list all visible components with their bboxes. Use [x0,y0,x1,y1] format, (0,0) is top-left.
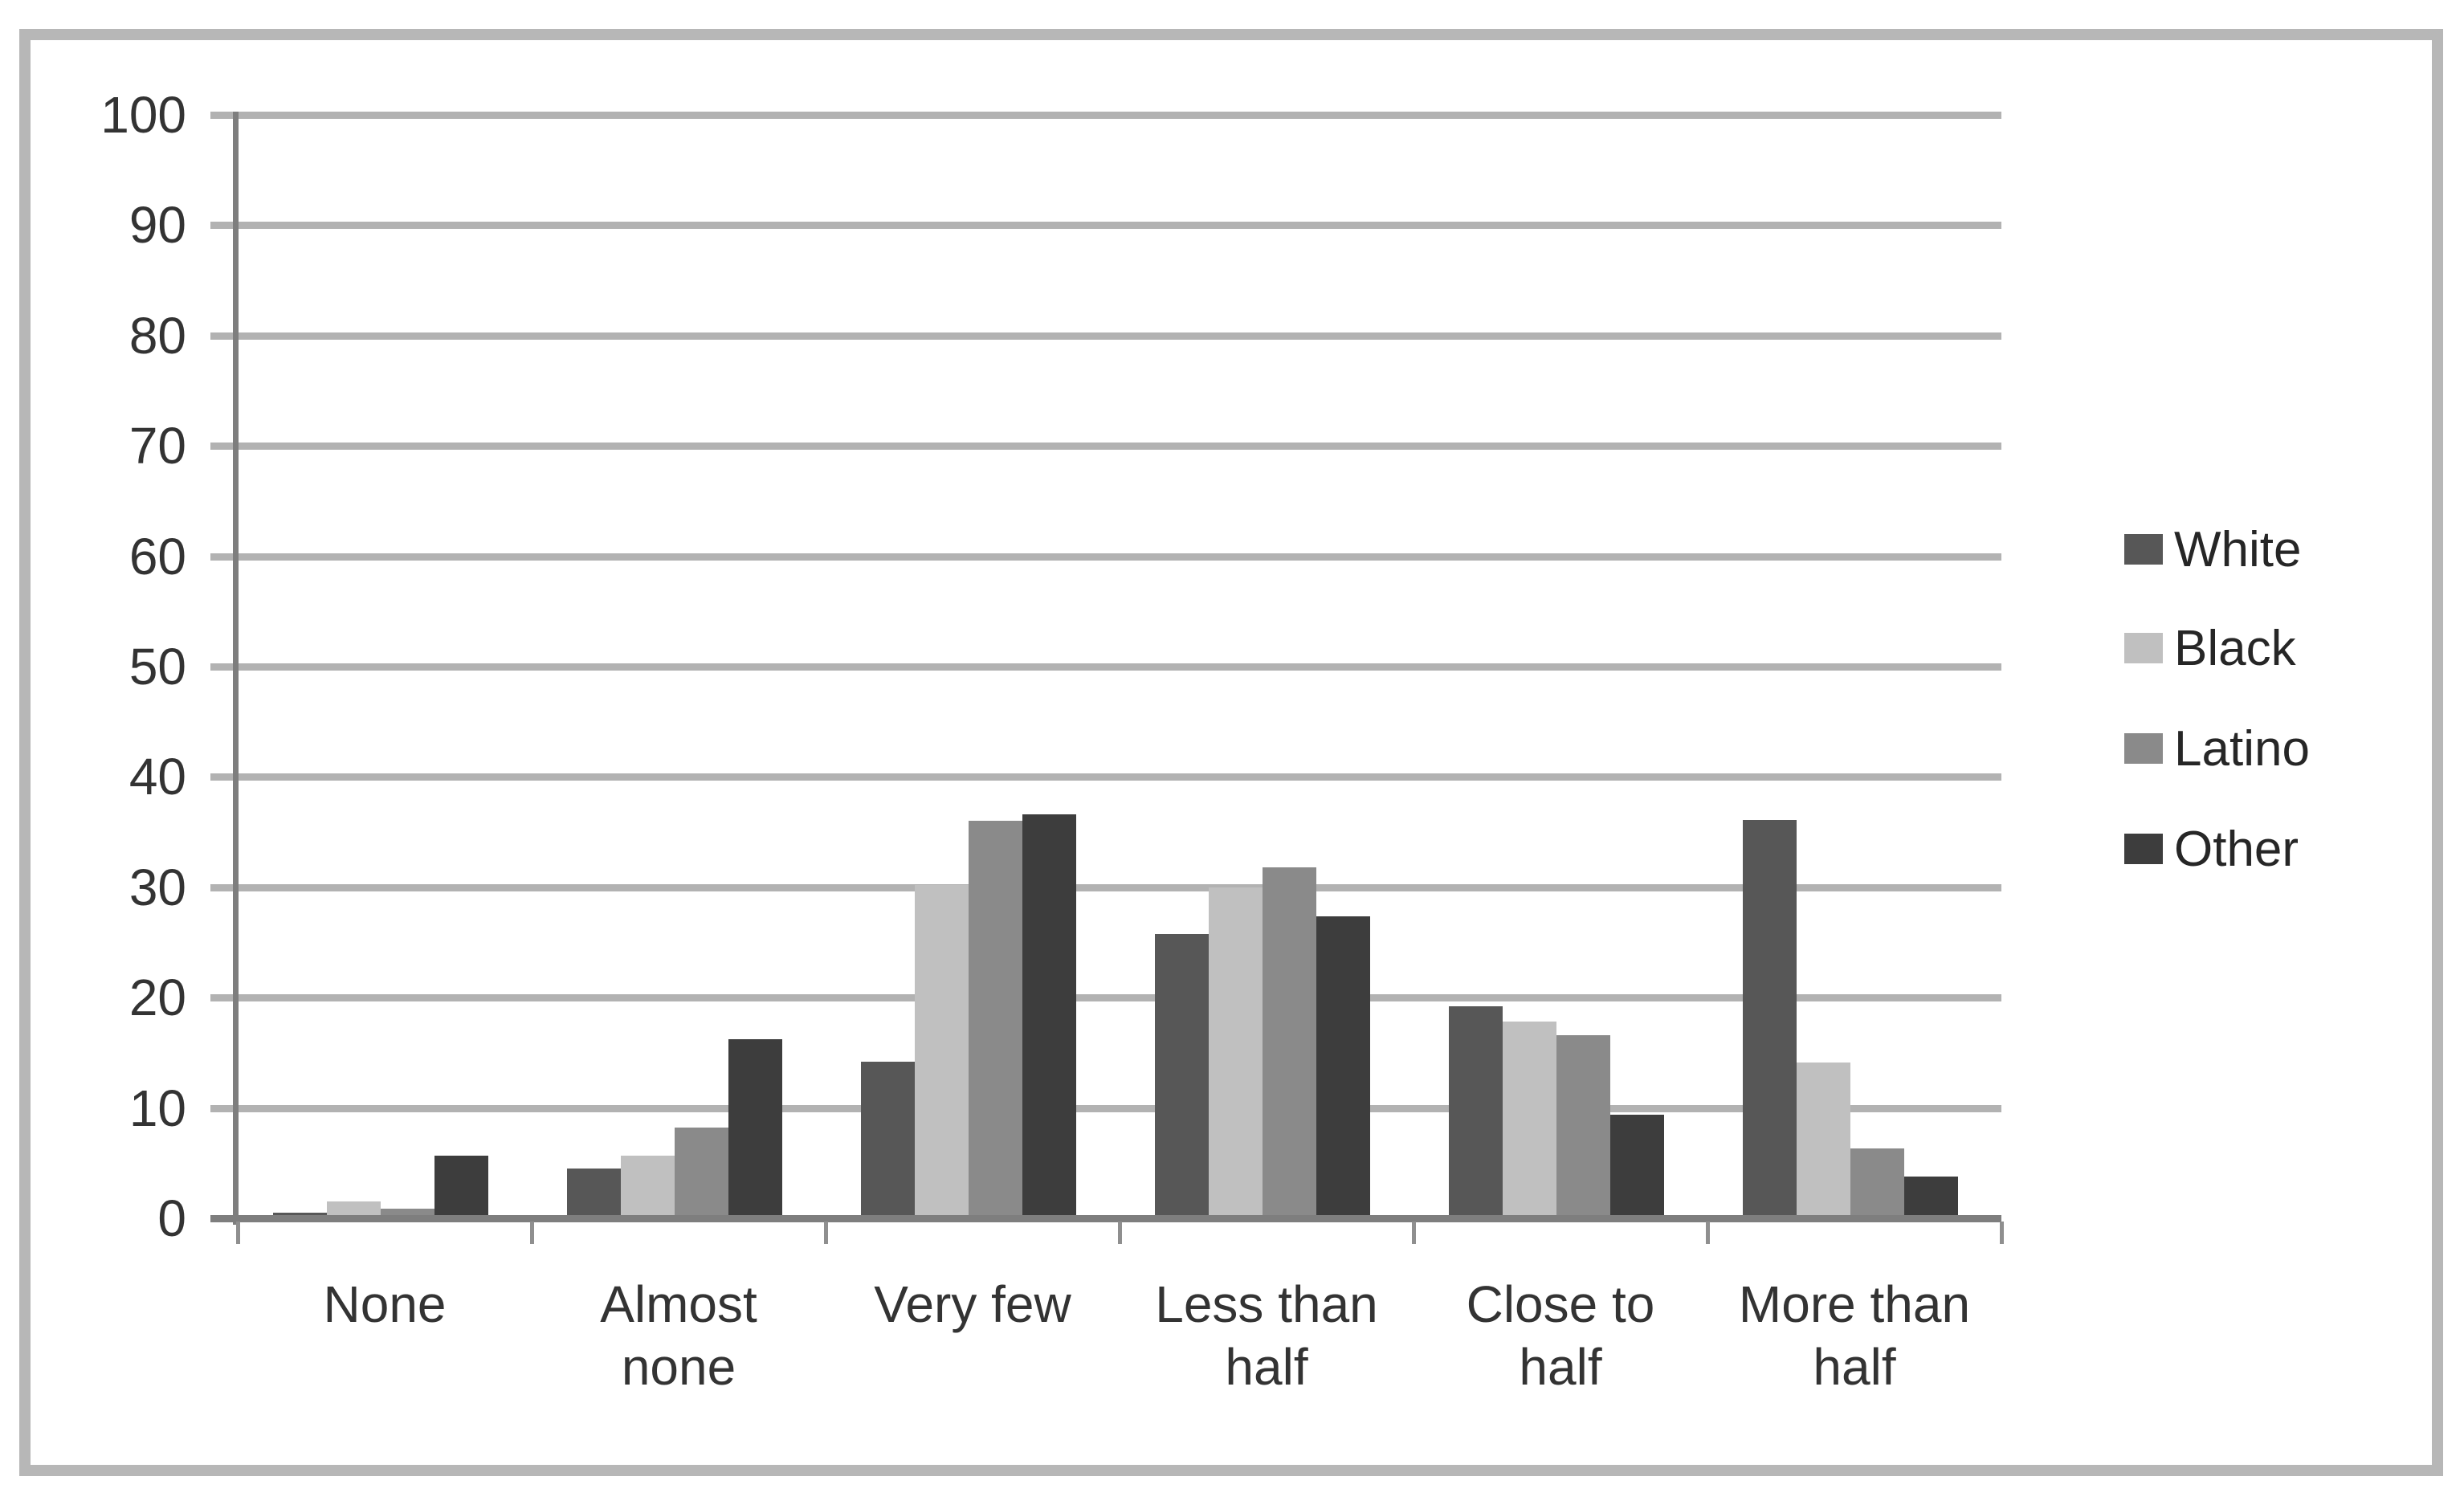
bar-black-more-than-half [1797,1063,1850,1218]
bar-latino-close-to-half [1556,1035,1610,1218]
gridline-90 [210,222,2001,229]
bar-black-none [327,1201,381,1218]
y-axis-tick-label-10: 10 [129,1079,186,1137]
x-axis-category-label-almost-none: Almost none [600,1275,757,1396]
legend-swatch-other [2124,834,2163,864]
bar-white-very-few [861,1062,915,1218]
bar-other-almost-none [728,1039,782,1218]
y-axis-tick-label-90: 90 [129,196,186,254]
legend-label-other: Other [2174,822,2299,877]
bar-black-very-few [915,885,969,1218]
legend-swatch-latino [2124,733,2163,764]
legend-swatch-white [2124,534,2163,565]
bar-white-almost-none [567,1169,621,1218]
y-axis-tick-label-70: 70 [129,417,186,475]
gridline-70 [210,443,2001,450]
gridline-40 [210,773,2001,781]
x-axis-tick-3 [1118,1222,1122,1244]
x-axis-tick-4 [1412,1222,1416,1244]
bar-black-close-to-half [1503,1022,1556,1218]
x-axis-category-label-very-few: Very few [874,1275,1071,1333]
gridline-100 [210,112,2001,119]
bar-black-less-than-half [1209,887,1263,1218]
bar-latino-more-than-half [1850,1148,1904,1218]
x-axis-tick-1 [530,1222,534,1244]
bar-white-close-to-half [1449,1006,1503,1218]
y-axis-tick-label-20: 20 [129,969,186,1026]
bar-black-almost-none [621,1156,675,1218]
bar-white-more-than-half [1743,820,1797,1218]
legend-label-latino: Latino [2174,721,2310,777]
gridline-10 [210,1105,2001,1112]
y-axis-tick-label-50: 50 [129,638,186,695]
y-axis-line [233,112,239,1225]
x-axis-tick-6 [2000,1222,2004,1244]
bar-other-less-than-half [1316,916,1370,1218]
bar-other-more-than-half [1904,1177,1958,1218]
y-axis-tick-label-80: 80 [129,307,186,365]
y-axis-tick-label-60: 60 [129,528,186,585]
y-axis-tick-label-0: 0 [157,1189,186,1247]
gridline-80 [210,332,2001,340]
y-axis-tick-label-100: 100 [100,86,186,144]
x-axis-tick-2 [824,1222,828,1244]
bar-white-less-than-half [1155,934,1209,1218]
gridline-50 [210,663,2001,671]
gridline-20 [210,994,2001,1001]
x-axis-category-label-close-to-half: Close to half [1466,1275,1655,1396]
x-axis-tick-5 [1706,1222,1710,1244]
gridline-30 [210,884,2001,891]
bar-latino-almost-none [675,1128,728,1218]
bar-latino-less-than-half [1263,867,1316,1218]
x-axis-category-label-none: None [323,1275,447,1333]
x-axis-tick-0 [236,1222,240,1244]
y-axis-tick-label-30: 30 [129,859,186,916]
gridline-60 [210,553,2001,561]
legend-label-white: White [2174,522,2302,577]
bar-other-very-few [1022,814,1076,1218]
x-axis-category-label-less-than-half: Less than half [1155,1275,1378,1396]
bar-other-close-to-half [1610,1115,1664,1218]
bar-latino-very-few [969,821,1022,1218]
legend-label-black: Black [2174,621,2296,676]
x-axis-line [210,1215,2001,1222]
y-axis-tick-label-40: 40 [129,748,186,806]
chart-outer-border [19,29,2443,1476]
bar-other-none [434,1156,488,1218]
x-axis-category-label-more-than-half: More than half [1738,1275,1971,1396]
legend-swatch-black [2124,633,2163,663]
